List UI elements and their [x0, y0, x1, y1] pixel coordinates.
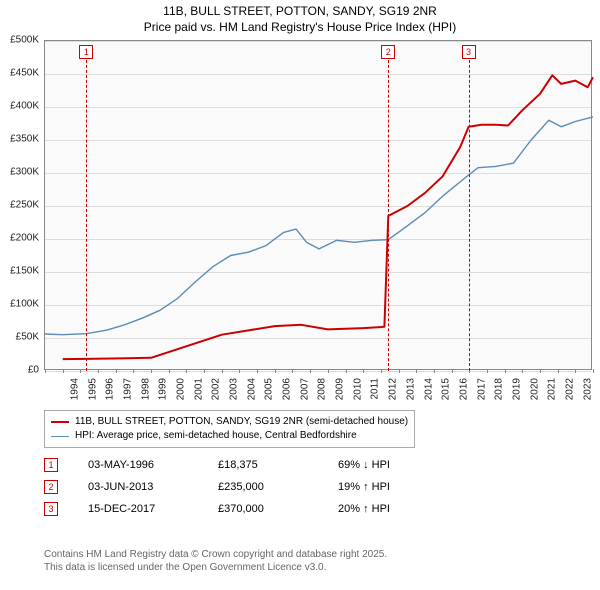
- x-axis-label: 2018: [494, 378, 505, 400]
- x-axis-label: 1994: [69, 378, 80, 400]
- x-axis-label: 2002: [211, 378, 222, 400]
- x-axis-label: 2001: [193, 378, 204, 400]
- legend-item: HPI: Average price, semi-detached house,…: [51, 429, 408, 443]
- y-axis-label: £200K: [0, 233, 39, 244]
- x-axis-label: 2000: [175, 378, 186, 400]
- table-marker: 3: [44, 502, 58, 516]
- y-axis-label: £450K: [0, 68, 39, 79]
- plot-area: 1 2 3: [44, 40, 592, 370]
- marker-line: [86, 55, 87, 371]
- table-marker: 2: [44, 480, 58, 494]
- table-pct: 69% ↓ HPI: [338, 459, 390, 471]
- table-price: £235,000: [218, 481, 338, 493]
- table-pct: 20% ↑ HPI: [338, 503, 390, 515]
- marker-data-table: 1 03-MAY-1996£18,37569% ↓ HPI 2 03-JUN-2013…: [44, 458, 390, 524]
- x-axis-label: 2013: [405, 378, 416, 400]
- x-axis-label: 1997: [122, 378, 133, 400]
- y-axis-label: £300K: [0, 167, 39, 178]
- y-axis-label: £250K: [0, 200, 39, 211]
- table-price: £18,375: [218, 459, 338, 471]
- footer-note: Contains HM Land Registry data © Crown c…: [44, 548, 387, 574]
- marker-line: [388, 55, 389, 371]
- x-axis-label: 2015: [440, 378, 451, 400]
- x-axis-label: 2011: [369, 378, 380, 400]
- x-axis-label: 2021: [547, 378, 558, 400]
- x-axis-label: 1995: [87, 378, 98, 400]
- marker-line: [469, 55, 470, 371]
- x-axis-label: 2006: [281, 378, 292, 400]
- table-row: 1 03-MAY-1996£18,37569% ↓ HPI: [44, 458, 390, 472]
- x-axis-label: 2007: [299, 378, 310, 400]
- y-axis-label: £50K: [0, 332, 39, 343]
- x-axis-label: 2005: [264, 378, 275, 400]
- x-axis-label: 2014: [423, 378, 434, 400]
- grid-line: [45, 371, 591, 372]
- x-axis-label: 2017: [476, 378, 487, 400]
- x-axis-label: 2003: [228, 378, 239, 400]
- y-axis-label: £0: [0, 365, 39, 376]
- x-axis-label: 2020: [529, 378, 540, 400]
- table-price: £370,000: [218, 503, 338, 515]
- table-row: 2 03-JUN-2013£235,00019% ↑ HPI: [44, 480, 390, 494]
- x-axis-label: 2010: [352, 378, 363, 400]
- legend-swatch: [51, 421, 69, 423]
- marker-box: 1: [79, 45, 93, 59]
- x-axis-label: 1999: [158, 378, 169, 400]
- x-axis-label: 2008: [317, 378, 328, 400]
- marker-box: 3: [462, 45, 476, 59]
- legend-label: HPI: Average price, semi-detached house,…: [75, 429, 357, 443]
- series-property: [63, 75, 593, 359]
- y-axis-label: £150K: [0, 266, 39, 277]
- x-axis-label: 2023: [582, 378, 593, 400]
- footer-line-1: Contains HM Land Registry data © Crown c…: [44, 549, 387, 560]
- x-axis-label: 2004: [246, 378, 257, 400]
- x-axis-label: 2012: [387, 378, 398, 400]
- x-axis-label: 2019: [511, 378, 522, 400]
- series-hpi: [45, 117, 593, 335]
- table-date: 15-DEC-2017: [88, 503, 218, 515]
- table-marker: 1: [44, 458, 58, 472]
- y-axis-label: £400K: [0, 101, 39, 112]
- title-line-1: 11B, BULL STREET, POTTON, SANDY, SG19 2N…: [163, 4, 437, 18]
- x-axis-label: 2009: [334, 378, 345, 400]
- x-axis-label: 2016: [458, 378, 469, 400]
- legend-item: 11B, BULL STREET, POTTON, SANDY, SG19 2N…: [51, 415, 408, 429]
- table-row: 3 15-DEC-2017£370,00020% ↑ HPI: [44, 502, 390, 516]
- y-axis-label: £500K: [0, 35, 39, 46]
- legend-label: 11B, BULL STREET, POTTON, SANDY, SG19 2N…: [75, 415, 408, 429]
- x-axis-label: 2022: [564, 378, 575, 400]
- footer-line-2: This data is licensed under the Open Gov…: [44, 562, 326, 573]
- marker-box: 2: [381, 45, 395, 59]
- table-date: 03-MAY-1996: [88, 459, 218, 471]
- x-axis-label: 1996: [105, 378, 116, 400]
- x-axis-label: 1998: [140, 378, 151, 400]
- chart-container: 11B, BULL STREET, POTTON, SANDY, SG19 2N…: [0, 0, 600, 590]
- legend: 11B, BULL STREET, POTTON, SANDY, SG19 2N…: [44, 410, 415, 448]
- y-axis-label: £350K: [0, 134, 39, 145]
- series-svg: [45, 41, 593, 371]
- legend-swatch: [51, 436, 69, 437]
- y-axis-label: £100K: [0, 299, 39, 310]
- title-line-2: Price paid vs. HM Land Registry's House …: [144, 20, 456, 34]
- table-date: 03-JUN-2013: [88, 481, 218, 493]
- chart-title: 11B, BULL STREET, POTTON, SANDY, SG19 2N…: [0, 0, 600, 35]
- table-pct: 19% ↑ HPI: [338, 481, 390, 493]
- x-tick: [593, 369, 594, 373]
